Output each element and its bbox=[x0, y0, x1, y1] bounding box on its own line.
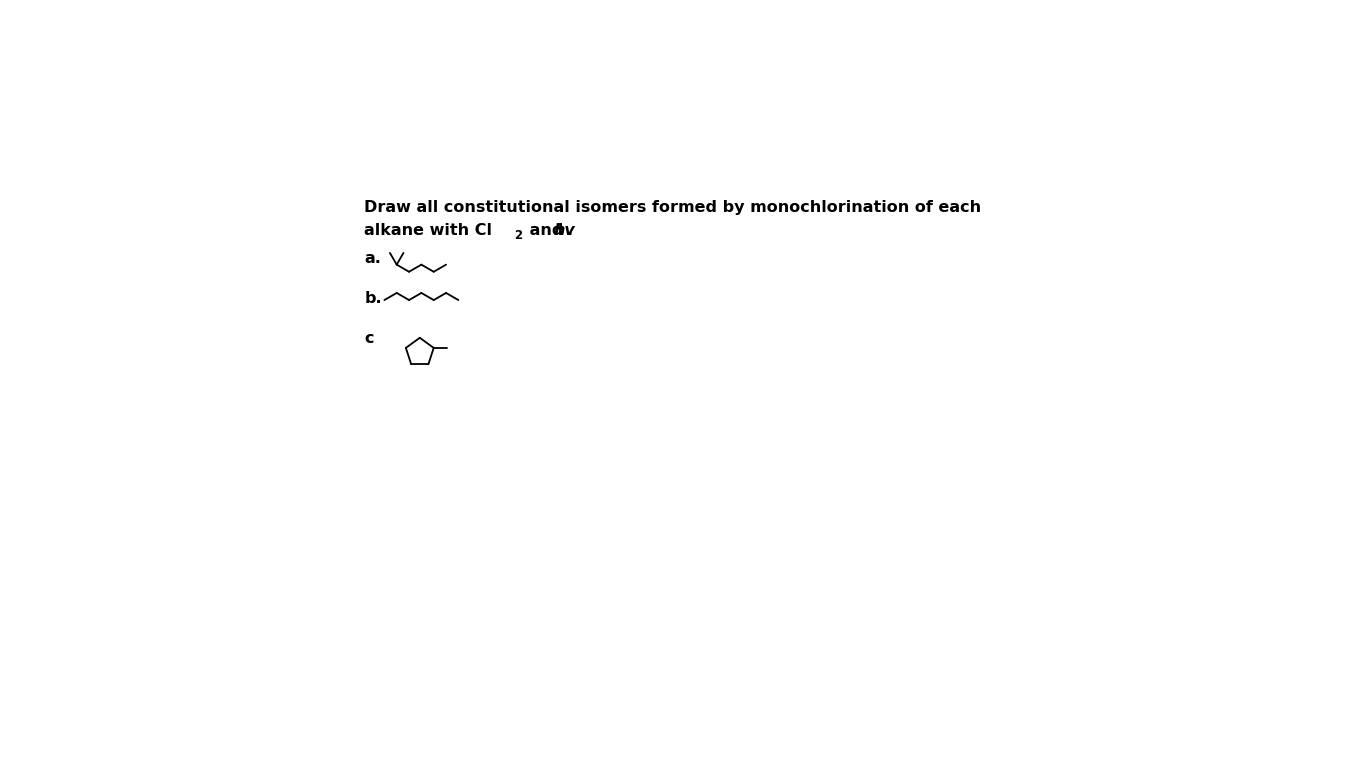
Text: b.: b. bbox=[365, 291, 382, 306]
Text: 2: 2 bbox=[515, 229, 523, 242]
Text: hv: hv bbox=[553, 223, 575, 238]
Text: alkane with Cl: alkane with Cl bbox=[365, 223, 492, 238]
Text: c: c bbox=[365, 331, 374, 346]
Text: and: and bbox=[525, 223, 570, 238]
Text: Draw all constitutional isomers formed by monochlorination of each: Draw all constitutional isomers formed b… bbox=[365, 200, 982, 215]
Text: .: . bbox=[567, 223, 572, 238]
Text: a.: a. bbox=[365, 251, 381, 266]
